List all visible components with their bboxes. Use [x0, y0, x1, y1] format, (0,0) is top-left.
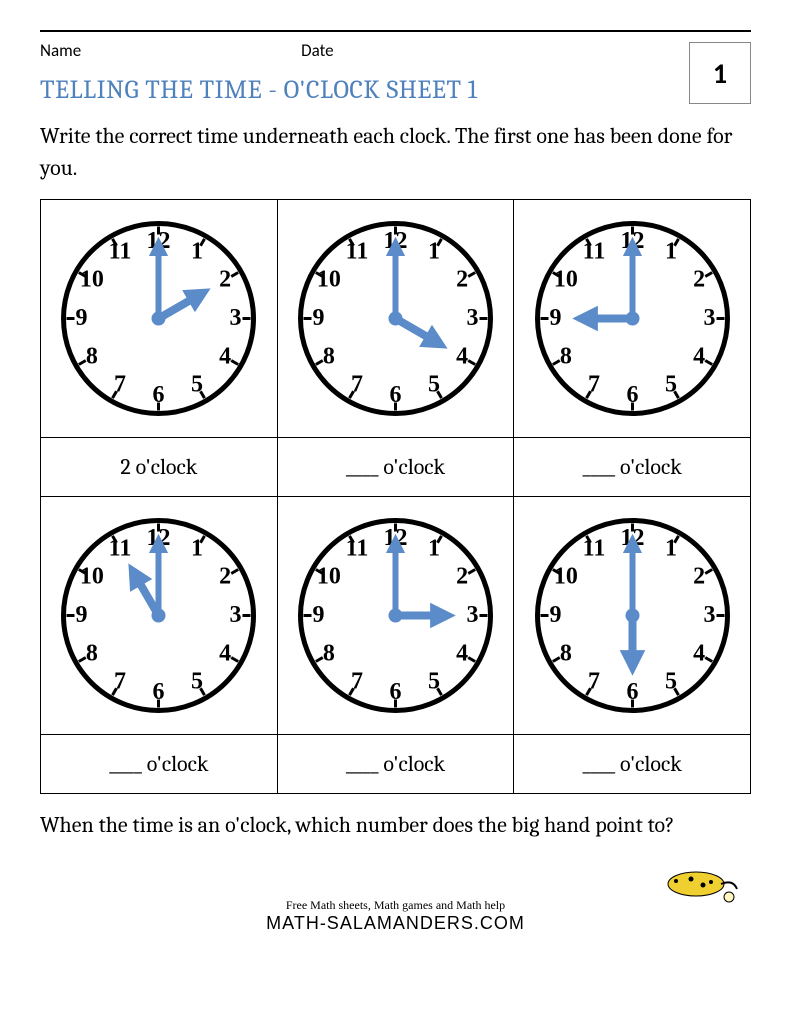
- header-row: Name Date: [40, 40, 751, 61]
- svg-text:6: 6: [389, 679, 401, 705]
- svg-text:6: 6: [389, 382, 401, 408]
- svg-text:8: 8: [323, 640, 335, 666]
- svg-text:6: 6: [153, 679, 165, 705]
- svg-text:2: 2: [220, 563, 232, 589]
- svg-text:7: 7: [588, 371, 600, 397]
- svg-text:9: 9: [549, 305, 561, 331]
- clock-cell: 121234567891011: [514, 496, 751, 734]
- footer: Free Math sheets, Math games and Math he…: [40, 898, 751, 934]
- svg-text:2: 2: [693, 266, 705, 292]
- answer-cell[interactable]: ____ o'clock: [514, 437, 751, 496]
- svg-text:10: 10: [553, 563, 577, 589]
- svg-text:4: 4: [220, 640, 232, 666]
- svg-text:1: 1: [428, 535, 440, 561]
- clock-cell: 121234567891011: [514, 199, 751, 437]
- svg-text:11: 11: [582, 238, 605, 264]
- svg-text:7: 7: [114, 668, 126, 694]
- svg-text:10: 10: [317, 563, 341, 589]
- svg-text:11: 11: [109, 535, 132, 561]
- svg-text:4: 4: [220, 343, 232, 369]
- answer-cell[interactable]: 2 o'clock: [41, 437, 278, 496]
- svg-text:11: 11: [109, 238, 132, 264]
- svg-text:10: 10: [317, 266, 341, 292]
- svg-text:8: 8: [559, 640, 571, 666]
- svg-text:9: 9: [549, 602, 561, 628]
- answer-cell[interactable]: ____ o'clock: [277, 437, 514, 496]
- svg-text:8: 8: [323, 343, 335, 369]
- svg-text:5: 5: [665, 371, 677, 397]
- svg-text:10: 10: [553, 266, 577, 292]
- svg-text:3: 3: [466, 305, 478, 331]
- clock-cell: 121234567891011: [277, 496, 514, 734]
- svg-text:1: 1: [665, 535, 677, 561]
- follow-up-question: When the time is an o'clock, which numbe…: [40, 812, 751, 838]
- svg-text:3: 3: [703, 305, 715, 331]
- svg-text:3: 3: [466, 602, 478, 628]
- svg-text:5: 5: [191, 371, 203, 397]
- svg-text:1: 1: [428, 238, 440, 264]
- answer-cell[interactable]: ____ o'clock: [41, 734, 278, 793]
- svg-text:6: 6: [626, 382, 638, 408]
- svg-text:4: 4: [456, 640, 468, 666]
- svg-text:6: 6: [626, 679, 638, 705]
- svg-text:4: 4: [693, 343, 705, 369]
- clock-face: 121234567891011: [51, 211, 266, 426]
- clock-cell: 121234567891011: [41, 496, 278, 734]
- salamander-icon: [661, 859, 741, 909]
- clock-face: 121234567891011: [525, 508, 740, 723]
- clock-face: 121234567891011: [525, 211, 740, 426]
- svg-text:4: 4: [693, 640, 705, 666]
- svg-text:2: 2: [456, 563, 468, 589]
- svg-text:3: 3: [230, 305, 242, 331]
- footer-tagline: Free Math sheets, Math games and Math he…: [40, 898, 751, 913]
- date-label: Date: [301, 40, 333, 61]
- svg-text:7: 7: [588, 668, 600, 694]
- svg-text:3: 3: [230, 602, 242, 628]
- clock-grid: 121234567891011 121234567891011 12123456…: [40, 199, 751, 794]
- svg-text:9: 9: [312, 602, 324, 628]
- svg-text:8: 8: [559, 343, 571, 369]
- svg-text:1: 1: [191, 238, 203, 264]
- svg-text:11: 11: [582, 535, 605, 561]
- name-label: Name: [40, 40, 81, 61]
- worksheet-title: TELLING THE TIME - O'CLOCK SHEET 1: [40, 75, 751, 105]
- svg-text:4: 4: [456, 343, 468, 369]
- svg-text:7: 7: [351, 371, 363, 397]
- svg-text:9: 9: [76, 602, 88, 628]
- svg-text:2: 2: [693, 563, 705, 589]
- clock-face: 121234567891011: [288, 211, 503, 426]
- svg-text:1: 1: [191, 535, 203, 561]
- svg-text:10: 10: [80, 563, 104, 589]
- grade-number: 1: [713, 56, 727, 91]
- clock-cell: 121234567891011: [41, 199, 278, 437]
- answer-cell[interactable]: ____ o'clock: [277, 734, 514, 793]
- svg-text:2: 2: [456, 266, 468, 292]
- footer-url: MATH-SALAMANDERS.COM: [40, 913, 751, 934]
- svg-text:10: 10: [80, 266, 104, 292]
- clock-face: 121234567891011: [51, 508, 266, 723]
- grade-badge: 1: [689, 42, 751, 104]
- svg-text:5: 5: [191, 668, 203, 694]
- svg-text:8: 8: [86, 640, 98, 666]
- svg-text:5: 5: [428, 371, 440, 397]
- clock-face: 121234567891011: [288, 508, 503, 723]
- svg-text:3: 3: [703, 602, 715, 628]
- svg-text:5: 5: [665, 668, 677, 694]
- svg-text:11: 11: [346, 535, 369, 561]
- answer-cell[interactable]: ____ o'clock: [514, 734, 751, 793]
- svg-text:6: 6: [153, 382, 165, 408]
- svg-text:7: 7: [114, 371, 126, 397]
- svg-text:7: 7: [351, 668, 363, 694]
- svg-text:9: 9: [76, 305, 88, 331]
- svg-text:8: 8: [86, 343, 98, 369]
- svg-text:2: 2: [220, 266, 232, 292]
- svg-text:1: 1: [665, 238, 677, 264]
- svg-text:5: 5: [428, 668, 440, 694]
- clock-cell: 121234567891011: [277, 199, 514, 437]
- instructions-text: Write the correct time underneath each c…: [40, 121, 751, 185]
- svg-text:11: 11: [346, 238, 369, 264]
- svg-text:9: 9: [312, 305, 324, 331]
